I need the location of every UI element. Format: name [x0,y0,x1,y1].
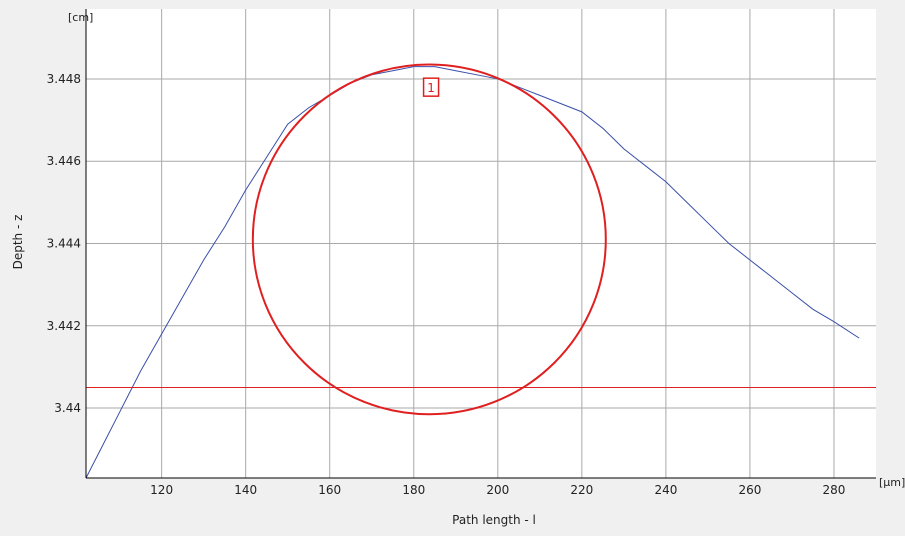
x-tick-label: 240 [654,483,677,497]
x-tick-label: 280 [823,483,846,497]
x-tick-labels: 120 140 160 180 200 220 240 260 280 [150,483,845,497]
x-tick-label: 120 [150,483,173,497]
y-unit-label: [cm] [68,11,93,24]
x-tick-label: 260 [738,483,761,497]
series-layer [85,66,860,479]
x-tick-label: 160 [318,483,341,497]
y-tick-label: 3.446 [47,154,81,168]
x-tick-label: 200 [486,483,509,497]
fitted-circle [251,63,607,416]
x-axis-title: Path length - l [452,513,536,527]
y-axis-title: Depth - z [11,215,25,270]
y-tick-labels: 3.44 3.442 3.444 3.446 3.448 [47,72,81,415]
overlay-layer: 1 [86,63,876,416]
x-tick-label: 180 [402,483,425,497]
x-unit-label: [µm] [879,476,905,489]
depth-series-line [85,66,860,479]
grid-lines [86,9,876,478]
marker-box [422,77,440,97]
y-tick-label: 3.448 [47,72,81,86]
x-tick-label: 220 [570,483,593,497]
marker-label: 1 [427,81,435,95]
y-tick-label: 3.44 [54,401,81,415]
y-tick-label: 3.442 [47,319,81,333]
y-tick-label: 3.444 [47,237,81,251]
x-tick-label: 140 [234,483,257,497]
